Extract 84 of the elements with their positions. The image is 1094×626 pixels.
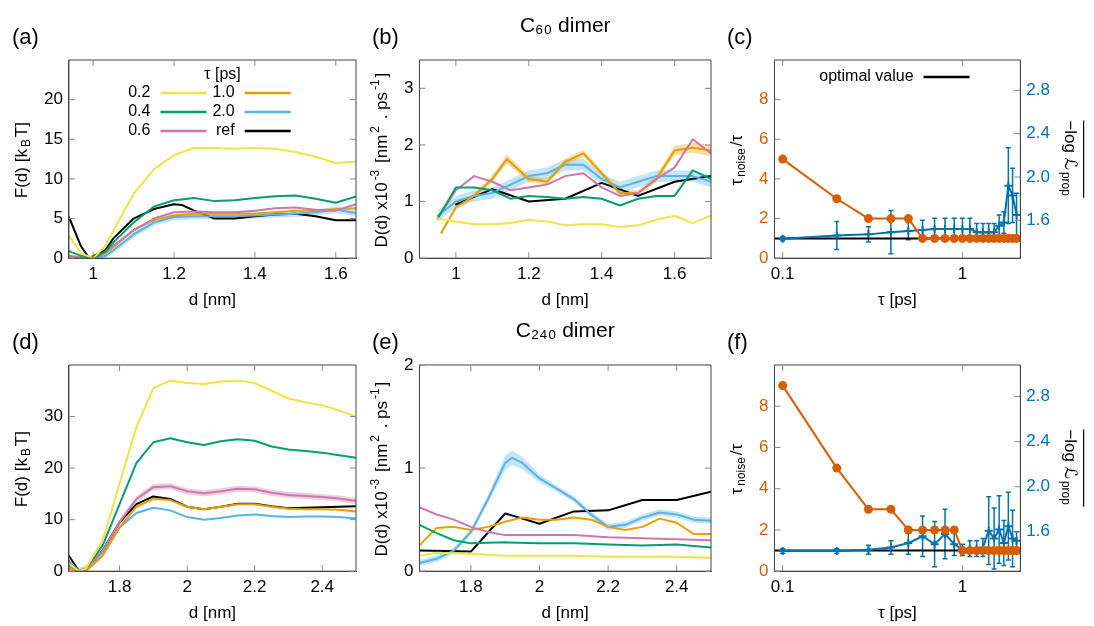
- x-tick-label: 2.4: [664, 577, 689, 597]
- x-tick-label: 1.4: [243, 264, 267, 284]
- x-tick-label: 1: [451, 264, 461, 284]
- x-tick-label: 1: [957, 577, 968, 597]
- y-tick-label: 4: [758, 168, 769, 188]
- legend-label: optimal value: [819, 67, 914, 85]
- y-tick-label: 0: [758, 247, 769, 267]
- x-tick-label: 2.2: [596, 577, 620, 597]
- x-tick-label: 2.4: [310, 577, 335, 597]
- y-axis-title: τnoise/τ: [726, 134, 749, 186]
- x-tick-label: 2.2: [242, 577, 267, 597]
- x-tick-label: 0.1: [770, 264, 795, 284]
- x-tick-label: 1: [88, 264, 98, 284]
- text: (f): [727, 329, 748, 355]
- y-tick-label: 6: [758, 437, 769, 457]
- x-tick-label: 1.6: [323, 264, 348, 284]
- x-tick-label: 1.8: [107, 577, 132, 597]
- y-tick-label: 3: [403, 78, 414, 97]
- y-axis-title: F(d) [kBT]: [11, 431, 34, 508]
- text: (c): [727, 24, 753, 50]
- x-axis-title: d [nm]: [541, 603, 589, 623]
- x-tick-label: 1.2: [516, 264, 541, 284]
- y-tick-label: 4: [758, 478, 769, 498]
- text: (e): [372, 329, 399, 355]
- y-tick-label: 0: [403, 247, 414, 267]
- y-tick-label: 0: [403, 560, 414, 580]
- y-tick-label: 8: [758, 89, 769, 109]
- legend-label: 0.4: [128, 102, 151, 120]
- y-tick-label: 2: [403, 134, 414, 154]
- y2-tick-label: 2.0: [1026, 476, 1051, 496]
- x-tick-label: 1.8: [459, 577, 483, 597]
- x-axis-title: d [nm]: [188, 603, 237, 623]
- text: (d): [12, 329, 39, 355]
- y-axis-title: F(d) [kBT]: [11, 122, 34, 199]
- text: (b): [372, 24, 399, 50]
- y-tick-label: 2: [758, 208, 769, 228]
- legend-label: 0.6: [128, 121, 151, 139]
- y2-tick-label: 1.6: [1026, 521, 1051, 541]
- chart-title: C₆₀ dimer: [519, 12, 611, 36]
- x-axis-title: τ [ps]: [877, 290, 917, 310]
- y-tick-label: 10: [43, 168, 63, 188]
- x-tick-label: 0.1: [770, 577, 795, 597]
- x-axis-title: d [nm]: [188, 290, 237, 310]
- legend-label: 0.2: [128, 83, 151, 101]
- y-tick-label: 0: [53, 560, 63, 580]
- y-tick-label: 2: [758, 519, 769, 539]
- y-axis-title: τnoise/τ: [726, 443, 749, 495]
- y-tick-label: 1: [403, 457, 414, 477]
- y-tick-label: 5: [53, 208, 63, 228]
- chart-title: C₂₄₀ dimer: [515, 317, 615, 341]
- y2-tick-label: 2.0: [1026, 166, 1051, 186]
- y-tick-label: 30: [43, 406, 63, 426]
- x-tick-label: 2: [534, 577, 545, 597]
- y-axis-title: D(d) x10-3 [nm2 . ps-1]: [368, 381, 391, 557]
- x-axis-title: d [nm]: [541, 290, 589, 310]
- y2-tick-label: 2.8: [1026, 80, 1051, 100]
- y2-axis-title: −log ℒprop: [1058, 429, 1081, 506]
- y-tick-label: 1: [403, 191, 414, 211]
- legend-label: 2.0: [212, 102, 235, 120]
- y-axis-title: D(d) x10-3 [nm2 . ps-1]: [368, 72, 391, 248]
- x-tick-label: 1.2: [162, 264, 186, 284]
- legend-title: τ [ps]: [204, 65, 241, 83]
- x-axis-title: τ [ps]: [877, 603, 917, 623]
- y-tick-label: 0: [53, 247, 63, 267]
- y2-tick-label: 2.4: [1026, 123, 1051, 143]
- y-tick-label: 20: [43, 89, 63, 109]
- y-tick-label: 2: [403, 354, 414, 374]
- legend-label: ref: [216, 121, 236, 139]
- x-tick-label: 2: [182, 577, 192, 597]
- y-tick-label: 20: [43, 457, 63, 477]
- y-tick-label: 6: [758, 128, 769, 148]
- y2-tick-label: 2.8: [1026, 386, 1051, 406]
- y-tick-label: 0: [758, 560, 769, 580]
- y-tick-label: 15: [43, 128, 63, 148]
- y-tick-label: 10: [43, 509, 63, 529]
- y-tick-label: 8: [758, 395, 769, 415]
- x-tick-label: 1.6: [662, 264, 687, 284]
- y2-tick-label: 1.6: [1026, 209, 1051, 229]
- text: (a): [12, 24, 39, 50]
- x-tick-label: 1.4: [589, 264, 614, 284]
- y2-tick-label: 2.4: [1026, 431, 1051, 451]
- x-tick-label: 1: [957, 264, 968, 284]
- legend-label: 1.0: [212, 83, 235, 101]
- y2-axis-title: −log ℒprop: [1058, 120, 1081, 197]
